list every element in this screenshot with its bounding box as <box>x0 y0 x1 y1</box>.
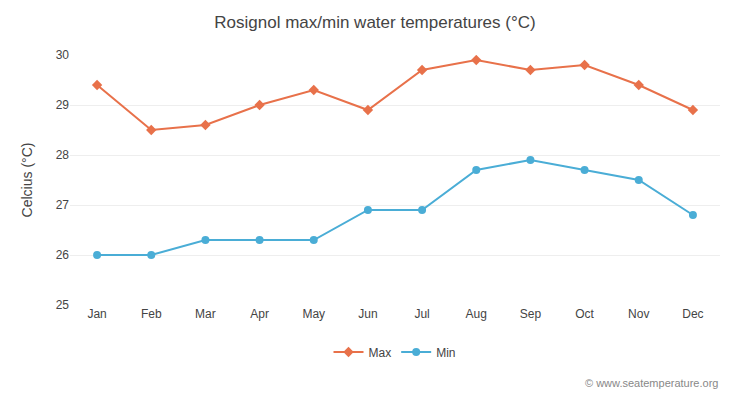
svg-text:Feb: Feb <box>141 307 162 321</box>
svg-text:27: 27 <box>56 198 70 212</box>
svg-text:Jun: Jun <box>358 307 377 321</box>
svg-text:Oct: Oct <box>575 307 594 321</box>
svg-text:25: 25 <box>56 298 70 312</box>
svg-text:Aug: Aug <box>466 307 487 321</box>
svg-text:30: 30 <box>56 48 70 62</box>
svg-text:Jan: Jan <box>87 307 106 321</box>
svg-text:Celcius (°C): Celcius (°C) <box>19 143 35 218</box>
svg-text:Rosignol max/min water tempera: Rosignol max/min water temperatures (°C) <box>214 13 535 32</box>
svg-text:Mar: Mar <box>195 307 216 321</box>
svg-text:Nov: Nov <box>628 307 649 321</box>
svg-text:Sep: Sep <box>520 307 542 321</box>
svg-text:Min: Min <box>436 346 455 360</box>
svg-text:Max: Max <box>369 346 392 360</box>
svg-text:© www.seatemperature.org: © www.seatemperature.org <box>585 377 718 389</box>
svg-text:26: 26 <box>56 248 70 262</box>
svg-text:May: May <box>302 307 325 321</box>
svg-text:29: 29 <box>56 98 70 112</box>
svg-text:28: 28 <box>56 148 70 162</box>
svg-text:Apr: Apr <box>250 307 269 321</box>
svg-text:Jul: Jul <box>414 307 429 321</box>
svg-text:Dec: Dec <box>682 307 703 321</box>
